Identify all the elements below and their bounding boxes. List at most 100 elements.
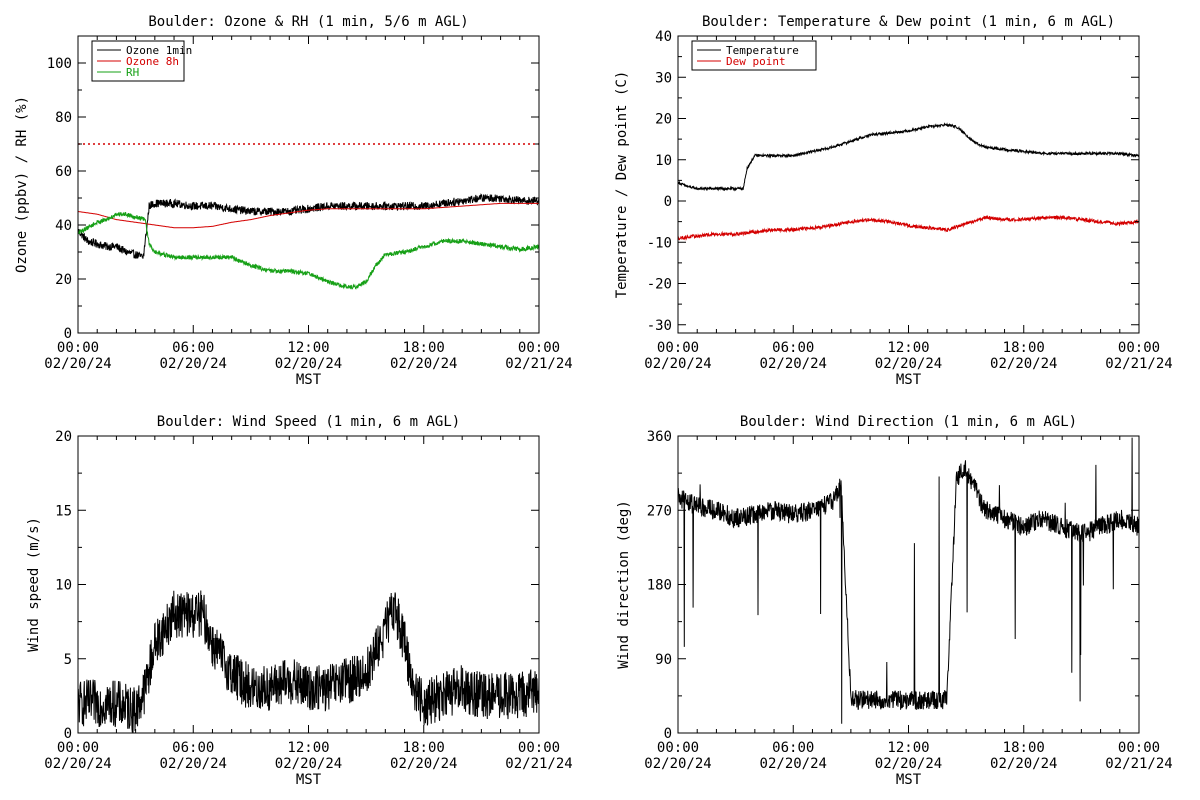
series-line-1: [678, 122, 1139, 192]
x-tick-label-date: 02/20/24: [760, 756, 827, 772]
chart-panel-1: Boulder: Ozone & RH (1 min, 5/6 m AGL)00…: [14, 14, 573, 388]
y-tick-label: -30: [647, 318, 672, 334]
x-tick-label-time: 00:00: [1118, 340, 1160, 356]
chart-title: Boulder: Wind Direction (1 min, 6 m AGL): [740, 414, 1077, 430]
x-tick-label-time: 00:00: [657, 740, 699, 756]
x-tick-label-date: 02/20/24: [990, 756, 1057, 772]
x-tick-label-date: 02/21/24: [1105, 356, 1172, 372]
y-tick-label: 15: [55, 503, 72, 519]
x-tick-label-time: 06:00: [772, 340, 814, 356]
series-line-2: [78, 202, 539, 229]
legend-box: [691, 40, 817, 71]
y-tick-label: 0: [664, 194, 672, 210]
y-tick-label: 20: [55, 429, 72, 445]
y-tick-label: 0: [64, 326, 72, 342]
plot-frame: [677, 35, 1140, 334]
y-tick-label: 80: [55, 110, 72, 126]
y-tick-label: 270: [647, 503, 672, 519]
x-tick-label-time: 12:00: [887, 340, 929, 356]
y-tick-label: 90: [655, 652, 672, 668]
x-axis-label: MST: [896, 372, 922, 388]
chart-title: Boulder: Ozone & RH (1 min, 5/6 m AGL): [148, 14, 468, 30]
legend-entry: Ozone 8h: [126, 55, 179, 68]
x-axis-label: MST: [896, 772, 922, 788]
x-tick-label-date: 02/20/24: [760, 356, 827, 372]
x-axis-label: MST: [296, 372, 322, 388]
x-tick-label-time: 06:00: [772, 740, 814, 756]
x-tick-label-date: 02/20/24: [44, 356, 111, 372]
y-tick-label: 40: [55, 218, 72, 234]
y-tick-label: 360: [647, 429, 672, 445]
legend-entry: RH: [126, 66, 139, 79]
plot-frame: [677, 435, 1140, 734]
plot-area: [678, 122, 1139, 241]
x-tick-label-time: 12:00: [287, 740, 329, 756]
x-tick-label-time: 18:00: [1003, 740, 1045, 756]
chart-title: Boulder: Wind Speed (1 min, 6 m AGL): [157, 414, 460, 430]
y-axis-label: Ozone (ppbv) / RH (%): [14, 96, 30, 273]
x-tick-label-date: 02/21/24: [505, 756, 572, 772]
plot-area: [678, 437, 1139, 724]
y-tick-label: 60: [55, 164, 72, 180]
plot-area: [78, 590, 539, 733]
x-tick-label-date: 02/20/24: [875, 756, 942, 772]
y-tick-label: 100: [47, 56, 72, 72]
plot-area: [78, 143, 539, 290]
series-line-1: [78, 193, 539, 259]
series-line-2: [678, 214, 1139, 241]
legend-entry: Temperature: [726, 44, 799, 57]
x-tick-label-date: 02/20/24: [390, 356, 457, 372]
x-tick-label-time: 18:00: [403, 740, 445, 756]
chart-panel-3: Boulder: Wind Speed (1 min, 6 m AGL) 00:0…: [26, 414, 573, 788]
x-tick-label-date: 02/20/24: [160, 756, 227, 772]
y-axis-label: Temperature / Dew point (C): [614, 71, 630, 299]
x-tick-label-date: 02/20/24: [875, 356, 942, 372]
x-tick-label-date: 02/20/24: [275, 356, 342, 372]
y-axis-label: Wind direction (deg): [616, 500, 632, 669]
x-tick-label-date: 02/20/24: [44, 756, 111, 772]
x-tick-label-date: 02/20/24: [390, 756, 457, 772]
y-tick-label: 40: [655, 29, 672, 45]
x-tick-label-date: 02/20/24: [644, 756, 711, 772]
y-tick-label: 5: [64, 652, 72, 668]
y-tick-label: -20: [647, 277, 672, 293]
x-tick-label-time: 12:00: [887, 740, 929, 756]
x-tick-label-time: 00:00: [57, 740, 99, 756]
legend-entry: Ozone 1min: [126, 44, 192, 57]
x-tick-label-time: 00:00: [518, 340, 560, 356]
y-tick-label: 10: [55, 578, 72, 594]
y-tick-label: 30: [655, 70, 672, 86]
legend-entry: Dew point: [726, 55, 786, 68]
x-tick-label-time: 06:00: [172, 340, 214, 356]
x-tick-label-date: 02/20/24: [160, 356, 227, 372]
x-tick-label-date: 02/21/24: [1105, 756, 1172, 772]
y-tick-label: 20: [655, 112, 672, 128]
x-tick-label-time: 06:00: [172, 740, 214, 756]
y-tick-label: 0: [664, 726, 672, 742]
x-axis-label: MST: [296, 772, 322, 788]
chart-panel-2: Boulder: Temperature & Dew point (1 min,…: [614, 14, 1173, 388]
x-tick-label-date: 02/20/24: [275, 756, 342, 772]
y-tick-label: -10: [647, 235, 672, 251]
x-tick-label-time: 00:00: [1118, 740, 1160, 756]
chart-panel-4: Boulder: Wind Direction (1 min, 6 m AGL)…: [616, 414, 1173, 788]
y-tick-label: 0: [64, 726, 72, 742]
series-line-1: [78, 590, 539, 733]
x-tick-label-time: 00:00: [57, 340, 99, 356]
chart-title: Boulder: Temperature & Dew point (1 min,…: [702, 14, 1115, 30]
y-tick-label: 20: [55, 272, 72, 288]
x-tick-label-time: 00:00: [657, 340, 699, 356]
x-tick-label-time: 12:00: [287, 340, 329, 356]
x-tick-label-time: 00:00: [518, 740, 560, 756]
x-tick-label-date: 02/20/24: [644, 356, 711, 372]
x-tick-label-date: 02/21/24: [505, 356, 572, 372]
y-axis-label: Wind speed (m/s): [26, 517, 42, 652]
x-tick-label-date: 02/20/24: [990, 356, 1057, 372]
x-tick-label-time: 18:00: [1003, 340, 1045, 356]
y-tick-label: 10: [655, 153, 672, 169]
series-line-1: [678, 437, 1139, 724]
x-tick-label-time: 18:00: [403, 340, 445, 356]
